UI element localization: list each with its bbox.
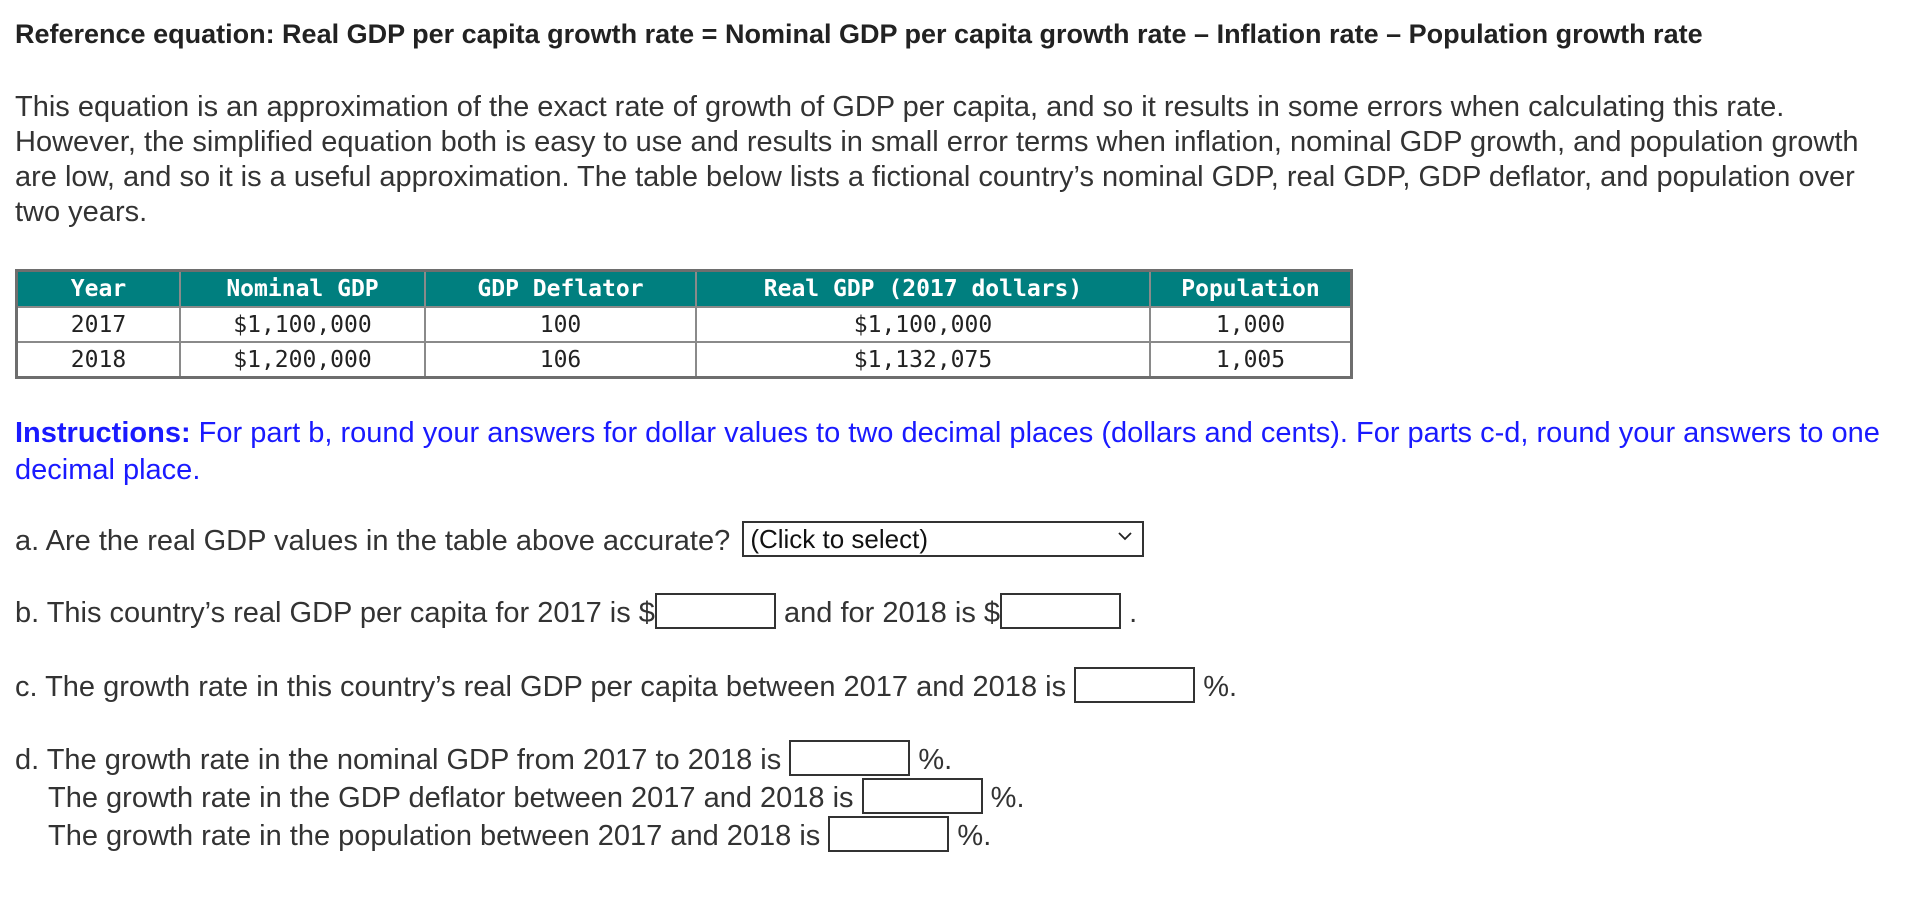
question-a: a. Are the real GDP values in the table … <box>15 521 1905 561</box>
question-d-line3-text: The growth rate in the population betwee… <box>48 820 821 852</box>
question-b: b. This country’s real GDP per capita fo… <box>15 593 1905 633</box>
gdp-deflator-growth-input[interactable] <box>861 778 983 815</box>
chevron-down-icon <box>1118 532 1132 541</box>
question-a-text: a. Are the real GDP values in the table … <box>15 525 731 557</box>
cell-nominal-gdp: $1,200,000 <box>179 341 426 379</box>
header-nominal-gdp: Nominal GDP <box>179 269 426 308</box>
cell-population: 1,005 <box>1149 341 1353 379</box>
header-real-gdp: Real GDP (2017 dollars) <box>695 269 1151 308</box>
question-d-line2: The growth rate in the GDP deflator betw… <box>15 778 1905 817</box>
header-population: Population <box>1149 269 1353 308</box>
question-d-line2-text: The growth rate in the GDP deflator betw… <box>48 782 854 814</box>
question-d-line1-suffix: %. <box>918 744 953 776</box>
cell-gdp-deflator: 100 <box>424 306 697 343</box>
cell-gdp-deflator: 106 <box>424 341 697 379</box>
gdp-table: Year Nominal GDP GDP Deflator Real GDP (… <box>15 269 1353 379</box>
real-gdp-per-capita-growth-input[interactable] <box>1074 667 1196 704</box>
page-content: Reference equation: Real GDP per capita … <box>15 16 1905 855</box>
population-growth-input[interactable] <box>828 816 950 853</box>
question-d: d. The growth rate in the nominal GDP fr… <box>15 740 1905 855</box>
cell-population: 1,000 <box>1149 306 1353 343</box>
instructions-lead: Instructions: <box>15 417 191 449</box>
reference-equation: Reference equation: Real GDP per capita … <box>15 19 1703 49</box>
cell-real-gdp: $1,132,075 <box>695 341 1151 379</box>
table-row: 2018 $1,200,000 106 $1,132,075 1,005 <box>15 341 1353 379</box>
header-year: Year <box>15 269 181 308</box>
question-d-line1-text: d. The growth rate in the nominal GDP fr… <box>15 744 782 776</box>
cell-year: 2018 <box>15 341 181 379</box>
real-gdp-per-capita-2017-input[interactable] <box>654 593 776 630</box>
cell-year: 2017 <box>15 306 181 343</box>
table-row: 2017 $1,100,000 100 $1,100,000 1,000 <box>15 306 1353 343</box>
question-d-line2-suffix: %. <box>990 782 1025 814</box>
real-gdp-per-capita-2018-input[interactable] <box>1000 593 1122 630</box>
accuracy-select[interactable]: (Click to select) <box>742 521 1145 558</box>
cell-real-gdp: $1,100,000 <box>695 306 1151 343</box>
instructions: Instructions: For part b, round your ans… <box>15 415 1905 489</box>
header-gdp-deflator: GDP Deflator <box>424 269 697 308</box>
question-c: c. The growth rate in this country’s rea… <box>15 667 1905 707</box>
question-b-suffix: . <box>1129 597 1138 629</box>
nominal-gdp-growth-input[interactable] <box>789 740 911 777</box>
intro-paragraph: This equation is an approximation of the… <box>15 91 1859 228</box>
table-header-row: Year Nominal GDP GDP Deflator Real GDP (… <box>15 269 1353 308</box>
question-c-suffix: %. <box>1203 671 1238 703</box>
question-b-text: b. This country’s real GDP per capita fo… <box>15 597 655 629</box>
cell-nominal-gdp: $1,100,000 <box>179 306 426 343</box>
question-b-middle: and for 2018 is $ <box>775 597 1001 629</box>
question-d-line3: The growth rate in the population betwee… <box>15 816 1905 855</box>
instructions-text: For part b, round your answers for dolla… <box>15 417 1880 486</box>
question-d-line1: d. The growth rate in the nominal GDP fr… <box>15 740 1905 779</box>
question-d-line3-suffix: %. <box>957 820 992 852</box>
accuracy-select-value: (Click to select) <box>750 524 929 555</box>
question-c-text: c. The growth rate in this country’s rea… <box>15 671 1067 703</box>
